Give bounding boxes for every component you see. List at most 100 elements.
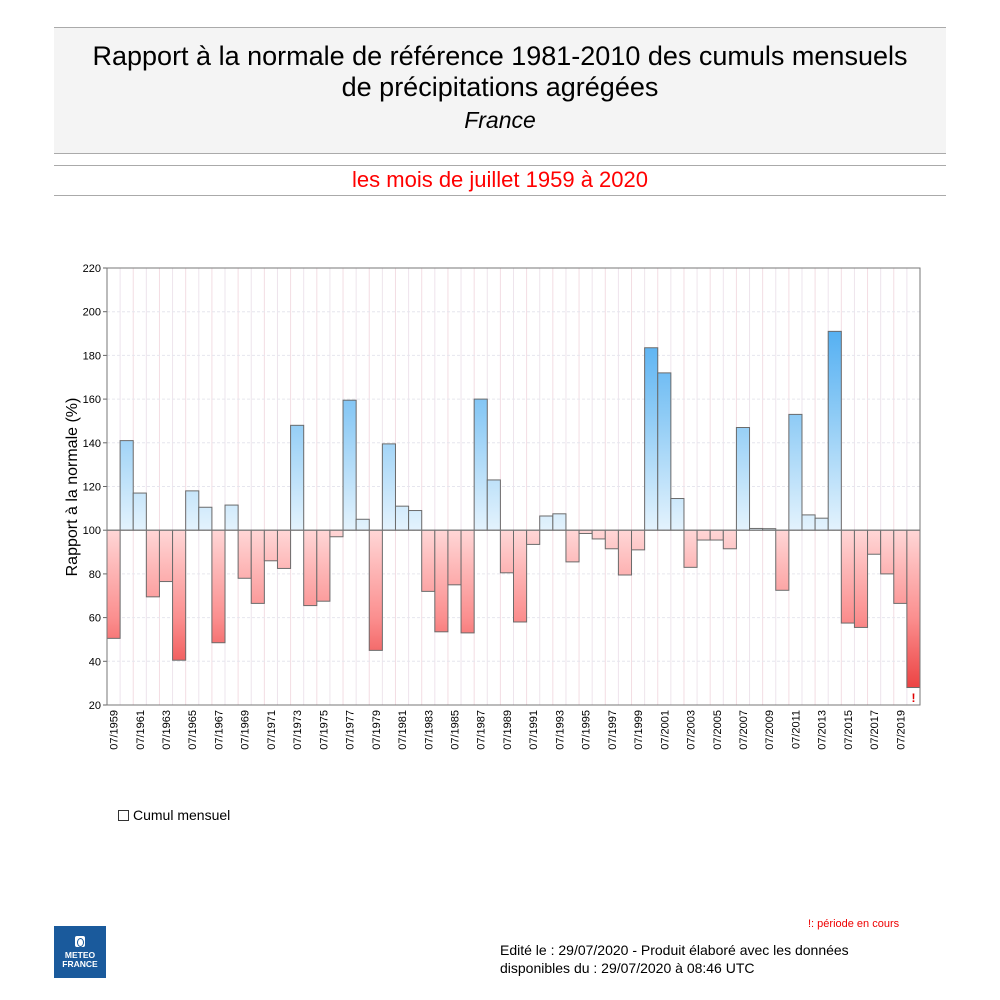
y-tick-label: 100	[83, 525, 101, 537]
x-tick-label: 07/2019	[895, 710, 907, 750]
bar	[355, 518, 370, 531]
bar	[460, 529, 475, 634]
x-tick-label: 07/1961	[135, 710, 147, 750]
bar	[893, 529, 908, 604]
bar	[342, 399, 357, 531]
logo-text: FRANCE	[62, 959, 98, 969]
bar	[683, 529, 698, 568]
x-tick-label: 07/1987	[476, 710, 488, 750]
edition-line: Edité le : 29/07/2020 - Produit élaboré …	[500, 942, 849, 958]
bar	[473, 398, 488, 531]
edition-info: Edité le : 29/07/2020 - Produit élaboré …	[500, 941, 849, 977]
title-line-2: de précipitations agrégées	[341, 72, 659, 102]
chart-title: Rapport à la normale de référence 1981-2…	[54, 41, 946, 103]
bar	[185, 490, 200, 531]
bar	[867, 529, 882, 555]
x-tick-label: 07/1981	[397, 710, 409, 750]
y-tick-label: 140	[83, 438, 101, 450]
x-tick-label: 07/1991	[528, 710, 540, 750]
x-tick-label: 07/2015	[843, 710, 855, 750]
bar	[119, 440, 134, 531]
flag-marker: !	[911, 691, 915, 705]
bar-chart: 20 40 60 80 100 120 140 160 180 200 220 07/1959 07/1…	[64, 263, 921, 750]
bar	[565, 529, 580, 563]
edition-line: disponibles du : 29/07/2020 à 08:46 UTC	[500, 960, 755, 976]
y-tick-label: 60	[89, 613, 101, 625]
bar	[722, 529, 737, 550]
bar	[263, 529, 278, 562]
x-tick-label: 07/2017	[869, 710, 881, 750]
bar	[644, 347, 659, 531]
y-tick-label: 180	[83, 350, 101, 362]
bar	[513, 529, 528, 623]
x-tick-label: 07/1965	[187, 710, 199, 750]
x-tick-label: 07/1993	[554, 710, 566, 750]
bar	[657, 372, 672, 531]
bar	[132, 492, 147, 531]
chart-subtitle: les mois de juillet 1959 à 2020	[352, 167, 648, 192]
x-tick-label: 07/1971	[266, 710, 278, 750]
title-line-1: Rapport à la normale de référence 1981-2…	[92, 41, 908, 71]
x-tick-label: 07/2007	[738, 710, 750, 750]
bar	[906, 529, 921, 689]
x-tick-label: 07/1973	[292, 710, 304, 750]
bar	[775, 529, 790, 591]
bar	[552, 513, 567, 531]
bar	[250, 529, 265, 604]
x-tick-label: 07/2013	[817, 710, 829, 750]
bar	[604, 529, 619, 550]
y-tick-label: 160	[83, 394, 101, 406]
bar	[539, 515, 554, 531]
divider	[54, 165, 946, 166]
bar	[408, 510, 423, 531]
bar	[276, 529, 292, 569]
bar	[172, 529, 187, 661]
legend-label: Cumul mensuel	[133, 807, 231, 823]
bar	[158, 529, 174, 583]
bar	[237, 529, 252, 579]
bar	[591, 529, 606, 540]
y-axis-label: Rapport à la normale (%)	[64, 398, 81, 577]
y-tick-label: 80	[89, 569, 101, 581]
bar	[290, 424, 305, 531]
bar	[827, 330, 842, 531]
footnote: !: période en cours	[808, 918, 900, 930]
y-tick-label: 120	[83, 482, 101, 494]
y-tick-label: 20	[89, 700, 101, 712]
legend-item[interactable]: Cumul mensuel	[118, 807, 230, 823]
bar	[303, 529, 318, 607]
divider	[54, 195, 946, 196]
bar	[224, 504, 239, 531]
x-tick-label: 07/2011	[790, 710, 802, 749]
bar	[853, 529, 869, 628]
bar	[880, 529, 895, 575]
title-panel: Rapport à la normale de référence 1981-2…	[54, 27, 946, 154]
x-tick-label: 07/1969	[240, 710, 252, 750]
bar	[840, 529, 855, 624]
logo-text: METEO	[64, 950, 96, 960]
bar	[316, 529, 331, 602]
x-tick-label: 07/1977	[345, 710, 357, 750]
x-tick-label: 07/1983	[423, 710, 435, 750]
bar	[145, 529, 160, 598]
bar	[486, 479, 501, 531]
x-tick-label: 07/2003	[686, 710, 698, 750]
bar	[106, 529, 121, 639]
x-tick-label: 07/2009	[764, 710, 776, 750]
y-tick-label: 220	[83, 263, 101, 275]
bar	[499, 529, 514, 574]
bar	[631, 529, 646, 551]
bar	[814, 517, 829, 531]
logo-icon	[75, 936, 85, 947]
x-tick-label: 07/1959	[109, 710, 121, 750]
bar	[381, 443, 396, 531]
region-label: France	[464, 107, 536, 133]
bar	[447, 529, 462, 586]
y-tick-label: 40	[89, 656, 101, 668]
x-tick-label: 07/1975	[318, 710, 330, 750]
x-tick-label: 07/1999	[633, 710, 645, 750]
bar	[670, 498, 685, 531]
meteo-france-logo: METEO FRANCE	[54, 926, 106, 978]
x-tick-label: 07/1963	[161, 710, 173, 750]
x-tick-label: 07/1997	[607, 710, 619, 750]
